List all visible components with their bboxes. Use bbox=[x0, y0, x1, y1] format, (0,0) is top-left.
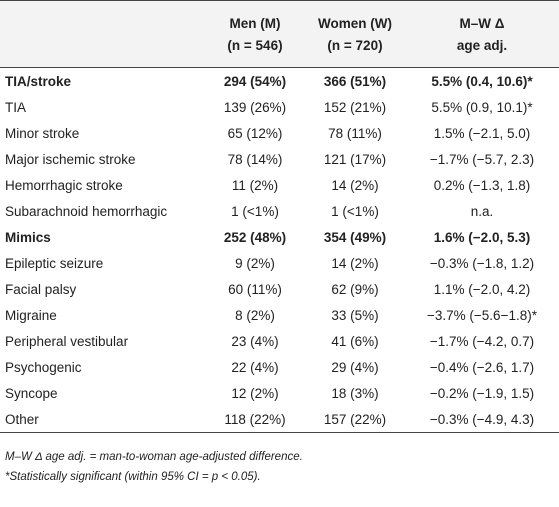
table-cell: 8 (2%) bbox=[235, 307, 275, 323]
row-label: Psychogenic bbox=[5, 359, 82, 375]
row-label: Syncope bbox=[5, 385, 58, 401]
table-cell: −0.2% (−1.9, 1.5) bbox=[429, 385, 535, 401]
table-row: Migraine 8 (2%) 33 (5%) −3.7% (−5.6−1.8)* bbox=[0, 302, 559, 328]
table-row: Subarachnoid hemorrhagic 1 (<1%) 1 (<1%) n.… bbox=[0, 198, 559, 224]
table-cell: −0.3% (−1.8, 1.2) bbox=[429, 255, 535, 271]
table-cell: 1 (<1%) bbox=[231, 203, 279, 219]
table-cell: 62 (9%) bbox=[331, 281, 379, 297]
table-row: TIA/stroke 294 (54%) 366 (51%) 5.5% (0.4, 1… bbox=[0, 68, 559, 95]
table-row: TIA 139 (26%) 152 (21%) 5.5% (0.9, 10.1)* bbox=[0, 94, 559, 120]
table-cell: 152 (21%) bbox=[323, 99, 387, 115]
row-label: Minor stroke bbox=[5, 125, 80, 141]
table-cell: 11 (2%) bbox=[231, 177, 279, 193]
table-cell: 29 (4%) bbox=[331, 359, 379, 375]
row-label: Mimics bbox=[5, 229, 51, 245]
table-cell: 294 (54%) bbox=[223, 73, 287, 89]
row-label: Other bbox=[5, 411, 39, 427]
table-cell: −1.7% (−5.7, 2.3) bbox=[429, 151, 535, 167]
table-cell: 118 (22%) bbox=[224, 411, 286, 427]
row-label: Subarachnoid hemorrhagic bbox=[5, 203, 168, 219]
table-row: Major ischemic stroke 78 (14%) 121 (17%) −1… bbox=[0, 146, 559, 172]
row-label: Peripheral vestibular bbox=[5, 333, 129, 349]
table-cell: 14 (2%) bbox=[331, 255, 379, 271]
table-cell: −0.3% (−4.9, 4.3) bbox=[429, 411, 535, 427]
table-cell: 14 (2%) bbox=[331, 177, 379, 193]
table-cell: 12 (2%) bbox=[231, 385, 279, 401]
data-table: Men (M) Women (W) M–W Δ (n = 546) (n = 720)… bbox=[0, 0, 559, 433]
table-cell: 41 (6%) bbox=[331, 333, 379, 349]
table-header: Men (M) Women (W) M–W Δ (n = 546) (n = 720)… bbox=[0, 0, 559, 68]
row-label: Facial palsy bbox=[5, 281, 77, 297]
table-cell: 33 (5%) bbox=[331, 307, 379, 323]
header-cell: (n = 720) bbox=[327, 38, 383, 53]
header-row: Men (M) Women (W) M–W Δ bbox=[0, 0, 559, 36]
table-row: Hemorrhagic stroke 11 (2%) 14 (2%) 0.2% (−1… bbox=[0, 172, 559, 198]
table-cell: 139 (26%) bbox=[223, 99, 287, 115]
table-cell: 121 (17%) bbox=[323, 151, 387, 167]
table-cell: 23 (4%) bbox=[231, 333, 279, 349]
footnote: *Statistically significant (within 95% C… bbox=[5, 471, 261, 483]
table-cell: 366 (51%) bbox=[323, 73, 387, 89]
row-label: Major ischemic stroke bbox=[5, 151, 136, 167]
header-row: (n = 546) (n = 720) age adj. bbox=[0, 35, 559, 68]
table-row: Other 118 (22%) 157 (22%) −0.3% (−4.9, 4.3) bbox=[0, 406, 559, 433]
row-label: TIA bbox=[5, 99, 27, 115]
header-cell: Women (W) bbox=[318, 16, 392, 31]
header-cell: Men (M) bbox=[229, 16, 281, 31]
table-cell: 22 (4%) bbox=[231, 359, 279, 375]
table-row: Minor stroke 65 (12%) 78 (11%) 1.5% (−2.1, … bbox=[0, 120, 559, 146]
table-row: Facial palsy 60 (11%) 62 (9%) 1.1% (−2.0, 4… bbox=[0, 276, 559, 302]
footnote: M–W Δ age adj. = man-to-woman age-adjust… bbox=[5, 451, 303, 463]
table-row: Syncope 12 (2%) 18 (3%) −0.2% (−1.9, 1.5) bbox=[0, 380, 559, 406]
table-row: Psychogenic 22 (4%) 29 (4%) −0.4% (−2.6, 1.… bbox=[0, 354, 559, 380]
table-cell: −1.7% (−4.2, 0.7) bbox=[429, 333, 535, 349]
table-row: Mimics 252 (48%) 354 (49%) 1.6% (−2.0, 5.3) bbox=[0, 224, 559, 250]
table-cell: 65 (12%) bbox=[227, 125, 283, 141]
footnotes: M–W Δ age adj. = man-to-woman age-adjust… bbox=[0, 447, 559, 487]
table-cell: n.a. bbox=[470, 203, 494, 219]
header-cell bbox=[0, 35, 205, 68]
header-cell: age adj. bbox=[456, 38, 508, 53]
table-cell: 18 (3%) bbox=[331, 385, 379, 401]
table-cell: 1 (<1%) bbox=[331, 203, 379, 219]
table-cell: 157 (22%) bbox=[323, 411, 387, 427]
table-cell: 78 (11%) bbox=[328, 125, 382, 141]
row-label: Hemorrhagic stroke bbox=[5, 177, 123, 193]
header-cell bbox=[0, 1, 205, 36]
table-row: Epileptic seizure 9 (2%) 14 (2%) −0.3% (−1.… bbox=[0, 250, 559, 276]
row-label: TIA/stroke bbox=[5, 73, 72, 89]
table-cell: 5.5% (0.9, 10.1)* bbox=[431, 99, 533, 115]
table-cell: 252 (48%) bbox=[223, 229, 287, 245]
row-label: Epileptic seizure bbox=[5, 255, 104, 271]
table-cell: 9 (2%) bbox=[235, 255, 275, 271]
row-label: Migraine bbox=[5, 307, 57, 323]
table-cell: 1.5% (−2.1, 5.0) bbox=[433, 125, 531, 141]
table-cell: 354 (49%) bbox=[323, 229, 387, 245]
table-cell: 60 (11%) bbox=[228, 281, 282, 297]
table-cell: 5.5% (0.4, 10.6)* bbox=[431, 73, 533, 89]
table-row: Peripheral vestibular 23 (4%) 41 (6%) −1.7%… bbox=[0, 328, 559, 354]
table-cell: 0.2% (−1.3, 1.8) bbox=[433, 177, 531, 193]
table-cell: −0.4% (−2.6, 1.7) bbox=[429, 359, 535, 375]
table-cell: 1.1% (−2.0, 4.2) bbox=[433, 281, 531, 297]
header-cell: (n = 546) bbox=[227, 38, 283, 53]
header-cell: M–W Δ bbox=[459, 16, 505, 31]
table-cell: 78 (14%) bbox=[227, 151, 283, 167]
table-body: TIA/stroke 294 (54%) 366 (51%) 5.5% (0.4, 1… bbox=[0, 68, 559, 433]
table-cell: −3.7% (−5.6−1.8)* bbox=[427, 307, 537, 323]
table-cell: 1.6% (−2.0, 5.3) bbox=[433, 229, 531, 245]
